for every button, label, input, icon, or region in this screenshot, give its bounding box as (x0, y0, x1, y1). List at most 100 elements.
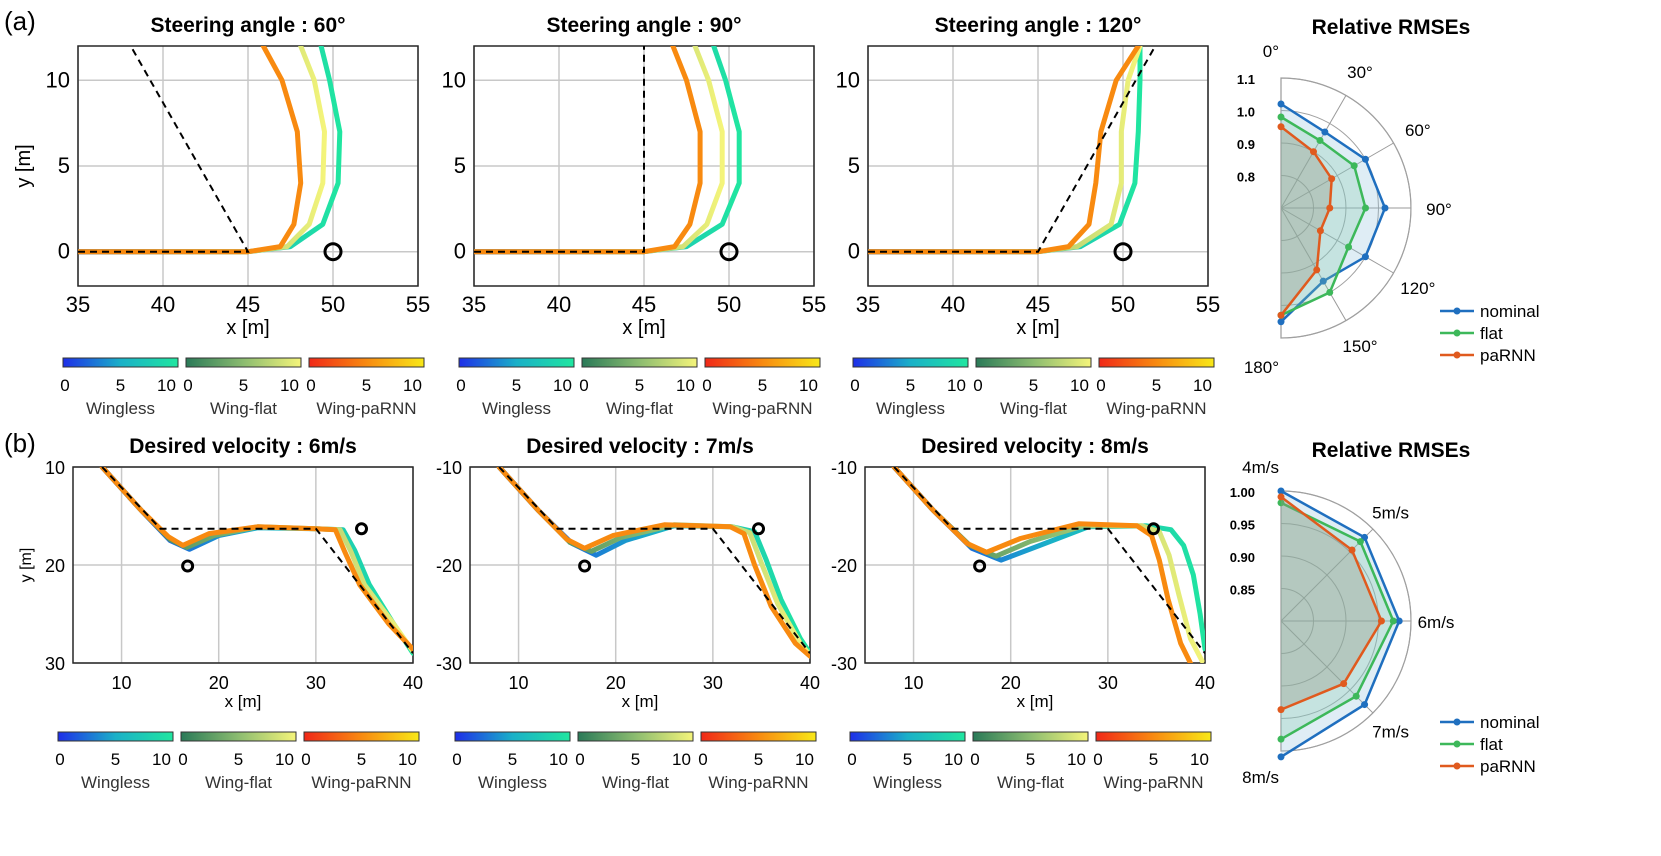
colorbar-label: Wingless (86, 399, 155, 418)
target-marker (1113, 242, 1133, 262)
y-tick-label: 20 (45, 556, 65, 576)
colorbar-tick: 5 (1029, 376, 1038, 395)
polar-point (1377, 617, 1385, 625)
x-tick-label: 50 (321, 292, 345, 317)
legend-label: flat (1480, 735, 1503, 754)
colorbar-label: Wingless (478, 773, 547, 792)
x-tick-label: 35 (462, 292, 486, 317)
x-tick-label: 30 (306, 673, 326, 693)
colorbar-tick: 10 (947, 376, 966, 395)
colorbar-tick: 0 (1096, 376, 1105, 395)
y-tick-label: 10 (46, 67, 70, 92)
target-marker (181, 559, 195, 573)
reference-path (78, 46, 250, 253)
legend-label: paRNN (1480, 346, 1536, 365)
legend-label: nominal (1480, 302, 1540, 321)
x-tick-label: 45 (632, 292, 656, 317)
colorbar-wing-parnn: 0 5 10 Wing-paRNN (1096, 357, 1215, 418)
colorbar-gradient (852, 357, 969, 368)
polar-fill-paRNN (1281, 496, 1382, 710)
colorbar-gradient (303, 731, 420, 742)
x-tick-label: 35 (856, 292, 880, 317)
axes-frame (469, 466, 811, 664)
colorbar-wing-parnn: 0 5 10 Wing-paRNN (301, 731, 420, 792)
plot-area (474, 46, 742, 255)
target-marker-2 (1147, 522, 1161, 536)
polar-point (1277, 100, 1285, 108)
polar-point (1350, 162, 1358, 170)
plot-area (99, 467, 413, 656)
polar-fill-paRNN (1281, 126, 1332, 316)
colorbar-gradient (849, 731, 966, 742)
chart-b1: Desired velocity : 6m/s 10 20 30 40 10 20 30 x [… (18, 435, 423, 792)
chart-title: Steering angle : 60° (150, 14, 345, 37)
panel-label-a: (a) (4, 6, 36, 36)
x-axis-label: x [m] (622, 692, 659, 711)
colorbar-gradient (972, 731, 1089, 742)
polar-category-label: 0° (1263, 42, 1279, 61)
polar-point (1277, 113, 1285, 121)
polar-r-tick: 1.0 (1237, 105, 1255, 120)
axes-frame (864, 466, 1206, 664)
legend-item-paRNN: paRNN (1440, 346, 1536, 365)
colorbar-tick: 0 (301, 750, 310, 769)
x-tick-label: 30 (703, 673, 723, 693)
trajectory-wing-flat (99, 467, 413, 654)
legend-label: flat (1480, 324, 1503, 343)
colorbar-tick: 0 (850, 376, 859, 395)
chart-title: Desired velocity : 8m/s (921, 435, 1149, 458)
colorbar-tick: 10 (275, 750, 294, 769)
polar-category-label: 4m/s (1242, 458, 1279, 477)
polar-point (1389, 617, 1397, 625)
colorbar-tick: 10 (553, 376, 572, 395)
x-tick-label: 10 (112, 673, 132, 693)
x-tick-label: 50 (1111, 292, 1135, 317)
colorbar-tick: 10 (944, 750, 963, 769)
colorbar-label: Wing-paRNN (311, 773, 411, 792)
polar-point (1277, 123, 1285, 131)
polar-fill-flat (1281, 502, 1394, 740)
polar-r-tick: 0.85 (1230, 583, 1255, 598)
x-tick-label: 40 (403, 673, 423, 693)
y-tick-label: -20 (436, 556, 462, 576)
polar-point (1348, 546, 1356, 554)
polar-fill-flat (1281, 117, 1366, 316)
colorbar-tick: 0 (579, 376, 588, 395)
reference-path (474, 46, 645, 253)
colorbar-tick: 0 (847, 750, 856, 769)
x-tick-label: 45 (236, 292, 260, 317)
axes-frame (77, 45, 419, 287)
colorbar-gradient (57, 731, 174, 742)
x-tick-label: 20 (209, 673, 229, 693)
colorbar-tick: 5 (758, 376, 767, 395)
colorbar-tick: 0 (970, 750, 979, 769)
polar-point (1352, 692, 1360, 700)
trajectory-wing-flat (496, 467, 810, 658)
colorbar-gradient (458, 357, 575, 368)
colorbar-tick: 5 (111, 750, 120, 769)
trajectory-wingless (496, 467, 810, 656)
x-tick-label: 40 (800, 673, 820, 693)
colorbar-gradient (308, 357, 425, 368)
colorbar-tick: 0 (973, 376, 982, 395)
y-tick-label: 5 (848, 153, 860, 178)
plot-area (78, 46, 343, 255)
colorbar-label: Wingless (873, 773, 942, 792)
y-tick-label: -30 (436, 654, 462, 674)
polar-r-tick: 0.8 (1237, 170, 1255, 185)
y-tick-label: 5 (58, 153, 70, 178)
polar-spoke (1280, 528, 1374, 622)
polar-category-label: 7m/s (1372, 723, 1409, 742)
colorbar-tick: 5 (362, 376, 371, 395)
colorbar-tick: 10 (280, 376, 299, 395)
trajectory-wing-flat (891, 467, 1205, 663)
